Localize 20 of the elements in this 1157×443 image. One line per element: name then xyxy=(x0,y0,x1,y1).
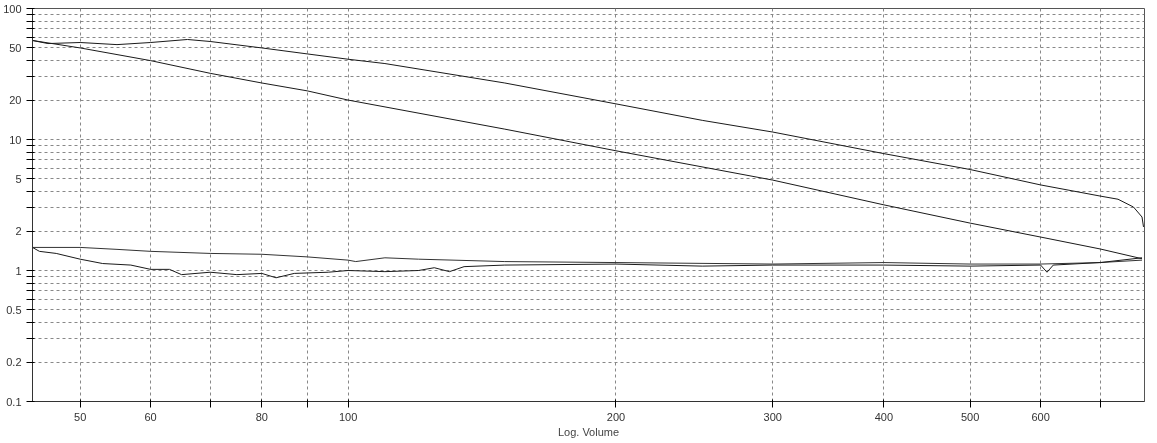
x-tick-label: 80 xyxy=(255,410,268,423)
y-tick-label: 100 xyxy=(3,2,22,15)
x-tick-label: 300 xyxy=(763,410,782,423)
y-tick-label: 0.1 xyxy=(6,395,22,408)
y-tick-label: 50 xyxy=(9,41,22,54)
y-tick-label: 10 xyxy=(9,133,22,146)
y-tick-label: 5 xyxy=(15,172,22,185)
y-tick-label: 1 xyxy=(15,264,22,277)
x-tick-label: 600 xyxy=(1031,410,1050,423)
y-tick-label: 20 xyxy=(9,94,22,107)
x-tick-label: 400 xyxy=(874,410,894,423)
y-tick-label: 2 xyxy=(15,225,22,238)
x-axis-title: Log. Volume xyxy=(557,425,620,438)
y-tick-label: 0.5 xyxy=(6,303,22,316)
x-tick-label: 200 xyxy=(606,410,626,423)
x-tick-label: 50 xyxy=(74,410,87,423)
y-tick-label: 0.2 xyxy=(6,356,22,369)
x-tick-label: 500 xyxy=(960,410,980,423)
x-tick-label: 100 xyxy=(338,410,358,423)
x-tick-label: 60 xyxy=(144,410,157,423)
